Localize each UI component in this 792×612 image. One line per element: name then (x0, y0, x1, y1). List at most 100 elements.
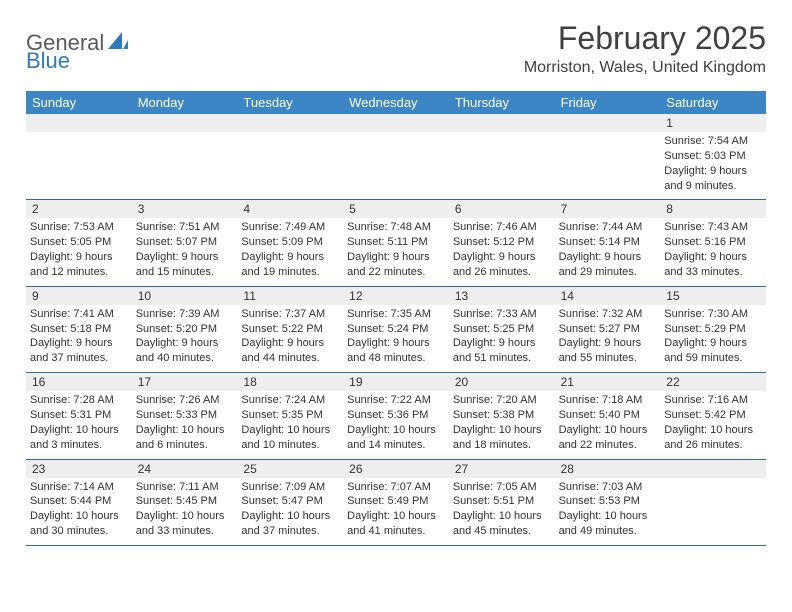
sunset-text: Sunset: 5:27 PM (559, 322, 657, 337)
day-cell: Sunrise: 7:48 AMSunset: 5:11 PMDaylight:… (343, 218, 449, 285)
daylight-text: and 41 minutes. (347, 524, 445, 539)
sunset-text: Sunset: 5:09 PM (241, 235, 339, 250)
daylight-text: Daylight: 10 hours (30, 509, 128, 524)
day-number: 1 (660, 114, 766, 132)
day-cell (26, 132, 132, 199)
daylight-text: and 22 minutes. (559, 438, 657, 453)
day-cell: Sunrise: 7:30 AMSunset: 5:29 PMDaylight:… (660, 305, 766, 372)
sunrise-text: Sunrise: 7:03 AM (559, 480, 657, 495)
calendar: Sunday Monday Tuesday Wednesday Thursday… (26, 91, 766, 546)
week-row: Sunrise: 7:41 AMSunset: 5:18 PM Daylight:… (26, 305, 766, 373)
day-number: 11 (237, 287, 343, 305)
daylight-text: Daylight: 10 hours (453, 509, 551, 524)
daylight-text: Daylight: 10 hours (347, 423, 445, 438)
day-number: 17 (132, 373, 238, 391)
sunrise-text: Sunrise: 7:28 AM (30, 393, 128, 408)
daylight-text: Daylight: 9 hours (453, 250, 551, 265)
header: General February 2025 Morriston, Wales, … (26, 20, 766, 77)
sunrise-text: Sunrise: 7:51 AM (136, 220, 234, 235)
sunrise-text: Sunrise: 7:05 AM (453, 480, 551, 495)
day-number: 19 (343, 373, 449, 391)
day-number: 22 (660, 373, 766, 391)
sunrise-text: Sunrise: 7:24 AM (241, 393, 339, 408)
sunrise-text: Sunrise: 7:07 AM (347, 480, 445, 495)
sunrise-text: Sunrise: 7:32 AM (559, 307, 657, 322)
sunset-text: Sunset: 5:31 PM (30, 408, 128, 423)
daylight-text: and 37 minutes. (241, 524, 339, 539)
sunrise-text: Sunrise: 7:11 AM (136, 480, 234, 495)
weekday-header: Sunday Monday Tuesday Wednesday Thursday… (26, 91, 766, 114)
daylight-text: Daylight: 9 hours (241, 250, 339, 265)
day-cell: Sunrise: 7:41 AMSunset: 5:18 PMDaylight:… (26, 305, 132, 372)
day-number (343, 114, 449, 132)
day-number: 23 (26, 460, 132, 478)
daylight-text: Daylight: 9 hours (30, 250, 128, 265)
daylight-text: and 26 minutes. (453, 265, 551, 280)
day-cell: Sunrise: 7:16 AMSunset: 5:42 PMDaylight:… (660, 391, 766, 458)
daylight-text: and 37 minutes. (30, 351, 128, 366)
sunset-text: Sunset: 5:18 PM (30, 322, 128, 337)
day-number (660, 460, 766, 478)
sunset-text: Sunset: 5:22 PM (241, 322, 339, 337)
sunset-text: Sunset: 5:11 PM (347, 235, 445, 250)
sunset-text: Sunset: 5:40 PM (559, 408, 657, 423)
sunset-text: Sunset: 5:42 PM (664, 408, 762, 423)
week-row: Sunrise: 7:28 AMSunset: 5:31 PM Daylight:… (26, 391, 766, 459)
daylight-text: Daylight: 9 hours (664, 250, 762, 265)
day-number: 18 (237, 373, 343, 391)
daylight-text: and 51 minutes. (453, 351, 551, 366)
weekday-friday: Friday (555, 91, 661, 114)
sunset-text: Sunset: 5:16 PM (664, 235, 762, 250)
sunset-text: Sunset: 5:25 PM (453, 322, 551, 337)
day-cell: Sunrise: 7:54 AMSunset: 5:03 PMDaylight:… (660, 132, 766, 199)
sunset-text: Sunset: 5:44 PM (30, 494, 128, 509)
weekday-thursday: Thursday (449, 91, 555, 114)
day-cell (660, 478, 766, 545)
day-number: 4 (237, 200, 343, 218)
daylight-text: and 14 minutes. (347, 438, 445, 453)
weekday-sunday: Sunday (26, 91, 132, 114)
day-number: 8 (660, 200, 766, 218)
day-cell: Sunrise: 7:33 AMSunset: 5:25 PMDaylight:… (449, 305, 555, 372)
daylight-text: and 19 minutes. (241, 265, 339, 280)
day-cell: Sunrise: 7:03 AMSunset: 5:53 PMDaylight:… (555, 478, 661, 545)
daylight-text: and 15 minutes. (136, 265, 234, 280)
weekday-tuesday: Tuesday (237, 91, 343, 114)
sunset-text: Sunset: 5:20 PM (136, 322, 234, 337)
daylight-text: and 18 minutes. (453, 438, 551, 453)
day-number: 14 (555, 287, 661, 305)
sunrise-text: Sunrise: 7:53 AM (30, 220, 128, 235)
sunrise-text: Sunrise: 7:41 AM (30, 307, 128, 322)
day-number: 26 (343, 460, 449, 478)
sunrise-text: Sunrise: 7:44 AM (559, 220, 657, 235)
daylight-text: and 40 minutes. (136, 351, 234, 366)
daylight-text: and 44 minutes. (241, 351, 339, 366)
sunset-text: Sunset: 5:38 PM (453, 408, 551, 423)
title-block: February 2025 Morriston, Wales, United K… (524, 20, 766, 77)
day-number: 3 (132, 200, 238, 218)
day-cell: Sunrise: 7:09 AMSunset: 5:47 PMDaylight:… (237, 478, 343, 545)
day-cell: Sunrise: 7:37 AMSunset: 5:22 PMDaylight:… (237, 305, 343, 372)
daylight-text: and 22 minutes. (347, 265, 445, 280)
day-number (132, 114, 238, 132)
sunset-text: Sunset: 5:35 PM (241, 408, 339, 423)
weekday-monday: Monday (132, 91, 238, 114)
sunrise-text: Sunrise: 7:48 AM (347, 220, 445, 235)
daylight-text: and 6 minutes. (136, 438, 234, 453)
daylight-text: and 29 minutes. (559, 265, 657, 280)
daylight-text: and 59 minutes. (664, 351, 762, 366)
sunrise-text: Sunrise: 7:22 AM (347, 393, 445, 408)
day-number: 6 (449, 200, 555, 218)
sunrise-text: Sunrise: 7:18 AM (559, 393, 657, 408)
sunset-text: Sunset: 5:29 PM (664, 322, 762, 337)
day-number: 25 (237, 460, 343, 478)
day-number: 27 (449, 460, 555, 478)
daylight-text: Daylight: 10 hours (559, 509, 657, 524)
day-cell: Sunrise: 7:18 AMSunset: 5:40 PMDaylight:… (555, 391, 661, 458)
sunrise-text: Sunrise: 7:37 AM (241, 307, 339, 322)
daylight-text: Daylight: 9 hours (136, 336, 234, 351)
day-cell (555, 132, 661, 199)
daylight-text: and 55 minutes. (559, 351, 657, 366)
day-cell: Sunrise: 7:24 AMSunset: 5:35 PMDaylight:… (237, 391, 343, 458)
daynum-row: 16171819202122 (26, 373, 766, 391)
